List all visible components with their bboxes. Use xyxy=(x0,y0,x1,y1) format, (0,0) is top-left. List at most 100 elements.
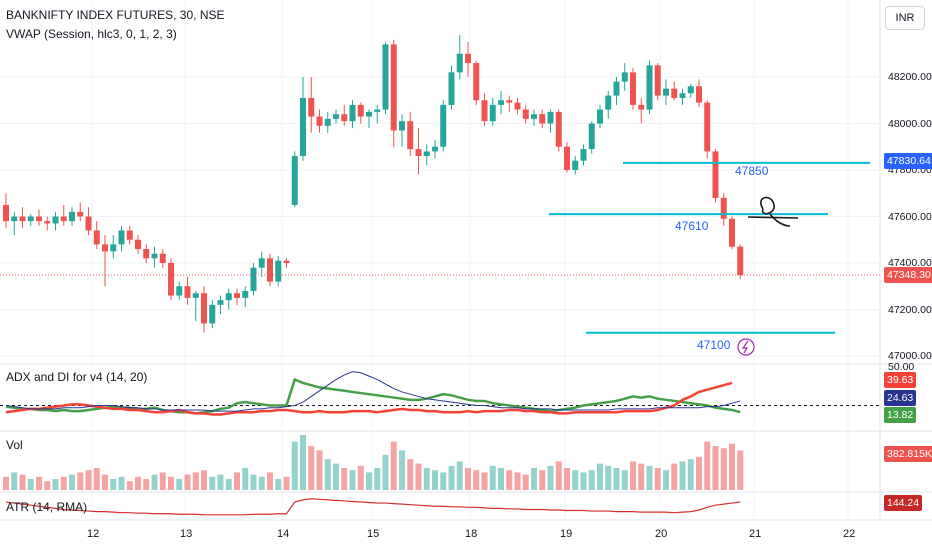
candle-body xyxy=(456,53,463,73)
volume-bar xyxy=(663,470,669,490)
adx-line xyxy=(5,371,741,412)
volume-bar xyxy=(85,470,92,490)
candle-body xyxy=(217,300,224,305)
candle-body xyxy=(663,88,669,96)
volume-bar xyxy=(671,463,678,490)
volume-bar xyxy=(234,472,240,490)
candle-body xyxy=(588,123,595,150)
annotation-47610[interactable]: 47610 xyxy=(675,219,709,233)
candle-body xyxy=(399,121,405,131)
volume-bar xyxy=(564,468,570,490)
annotation-47850[interactable]: 47850 xyxy=(735,164,769,178)
volume-bar xyxy=(225,479,232,490)
volume-bar xyxy=(118,476,125,490)
volume-bar xyxy=(415,463,422,490)
volume-bar xyxy=(737,450,744,490)
candle-body xyxy=(27,216,34,222)
lightning-icon[interactable] xyxy=(737,338,755,356)
candle-body xyxy=(522,109,529,119)
candle-body xyxy=(605,95,612,110)
volume-bar xyxy=(481,472,488,490)
volume-bar xyxy=(448,465,455,490)
volume-bar xyxy=(390,441,397,490)
candle-body xyxy=(44,221,51,224)
horizontal-lines xyxy=(0,161,880,334)
candle-body xyxy=(638,104,645,110)
volume-pane[interactable] xyxy=(3,435,744,490)
date-tick-label: 13 xyxy=(180,528,193,540)
volume-bar xyxy=(168,476,174,490)
volume-bar xyxy=(209,476,216,490)
volume-bar xyxy=(498,468,504,490)
annotation-47100[interactable]: 47100 xyxy=(697,338,731,352)
currency-button[interactable]: INR xyxy=(885,6,925,30)
candle-body xyxy=(671,88,678,98)
volume-bar xyxy=(605,465,612,490)
date-tick-label: 22 xyxy=(843,528,856,540)
candle-body xyxy=(498,100,504,105)
candle-body xyxy=(597,109,603,124)
volume-bar xyxy=(27,479,34,490)
volume-bar xyxy=(201,470,207,490)
candle-body xyxy=(712,151,719,198)
candle-body xyxy=(19,216,26,222)
volume-legend[interactable]: Vol xyxy=(6,438,23,452)
volume-bar xyxy=(555,461,562,490)
candle-body xyxy=(250,267,257,291)
price-tick-label: 48200.00 xyxy=(888,71,932,83)
symbol-title: BANKNIFTY INDEX FUTURES, 30, NSE xyxy=(6,8,225,22)
candle-body xyxy=(357,104,364,117)
candle-body xyxy=(11,216,18,222)
price-pane[interactable] xyxy=(3,35,744,333)
volume-bar xyxy=(36,476,42,490)
candle-body xyxy=(209,304,216,324)
candle-body xyxy=(118,230,125,245)
price-tick-label: 47600.00 xyxy=(888,210,932,223)
volume-bar xyxy=(473,470,480,490)
volume-bar xyxy=(423,468,430,490)
atr-legend[interactable]: ATR (14, RMA) xyxy=(6,500,88,514)
candle-body xyxy=(481,100,488,122)
candle-body xyxy=(564,146,570,170)
candle-body xyxy=(654,65,661,96)
volume-bar xyxy=(283,476,290,490)
volume-bar xyxy=(696,457,702,490)
volume-bar xyxy=(357,465,364,490)
candle-body xyxy=(489,104,496,122)
volume-bar xyxy=(432,470,438,490)
price-tick-label: 47200.00 xyxy=(888,303,932,316)
volume-bar xyxy=(316,450,323,490)
hline-price-tag: 47830.64 xyxy=(884,153,932,169)
date-tick-label: 21 xyxy=(749,528,762,540)
candle-body xyxy=(234,293,240,298)
volume-bar xyxy=(588,470,595,490)
vwap-legend[interactable]: VWAP (Session, hlc3, 0, 1, 2, 3) xyxy=(6,27,177,41)
atr-tag: 144.24 xyxy=(884,495,923,511)
candle-body xyxy=(539,114,546,124)
date-tick-label: 19 xyxy=(560,528,573,540)
volume-bar xyxy=(729,443,735,490)
candle-body xyxy=(630,72,636,105)
candle-body xyxy=(184,286,191,298)
volume-bar xyxy=(250,474,257,490)
volume-bar xyxy=(300,435,306,490)
adx-pane[interactable] xyxy=(0,371,880,416)
volume-bar xyxy=(465,468,471,490)
candle-body xyxy=(201,293,207,324)
candle-body xyxy=(646,65,653,110)
volume-bar xyxy=(102,474,108,490)
adx-legend[interactable]: ADX and DI for v4 (14, 20) xyxy=(6,370,148,384)
volume-bar xyxy=(712,446,719,490)
volume-bar xyxy=(93,468,100,490)
volume-bar xyxy=(531,468,537,490)
date-tick-label: 18 xyxy=(465,528,478,540)
candle-body xyxy=(36,216,42,222)
volume-bar xyxy=(597,463,603,490)
candle-body xyxy=(275,260,282,282)
atr-pane[interactable] xyxy=(5,498,741,516)
adx-tick-label: 50.00 xyxy=(888,361,915,373)
volume-bar xyxy=(366,472,372,490)
date-tick-label: 15 xyxy=(367,528,380,540)
candle-body xyxy=(324,118,331,126)
